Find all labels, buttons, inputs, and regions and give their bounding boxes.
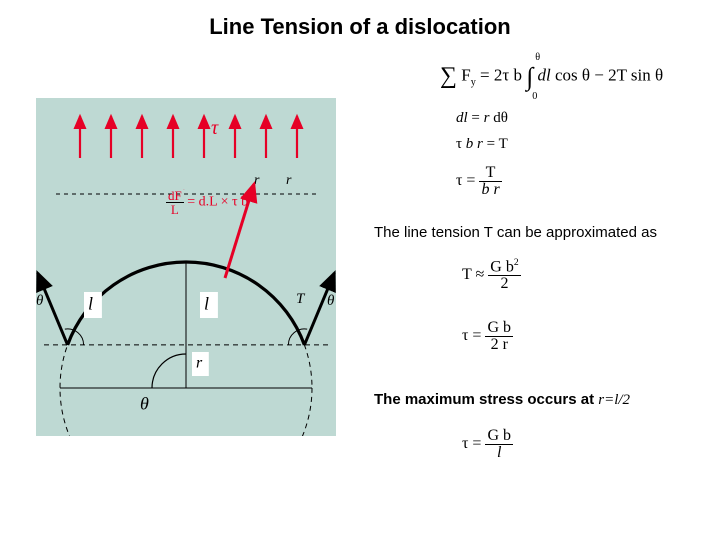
svg-text:r: r [286, 173, 292, 188]
svg-text:l: l [204, 293, 209, 313]
eq-dl: dl = r dθ [456, 110, 508, 127]
svg-text:r: r [196, 355, 203, 372]
page-title: Line Tension of a dislocation [0, 14, 720, 40]
svg-text:θ: θ [327, 293, 335, 309]
svg-text:l: l [88, 293, 93, 313]
eq-tbr: τ b r = T [456, 136, 508, 153]
diagram: τrrdF→L = d.L × τ bllrTθθθ [36, 98, 336, 436]
eq-sumFy: ∑ Fy = 2τ b θ∫0 dl cos θ − 2T sin θ [440, 62, 663, 92]
eq-tau-over-br: τ = Tb r [456, 165, 502, 198]
svg-text:θ: θ [36, 293, 44, 309]
eq-tau-Gb-2r: τ = G b2 r [462, 320, 513, 353]
eq-tau-Gb-l: τ = G bl [462, 428, 513, 461]
eq-T-approx: T ≈ G b22 [462, 258, 521, 292]
svg-text:θ: θ [140, 393, 149, 413]
svg-text:τ: τ [211, 117, 219, 139]
note-max: The maximum stress occurs at r=l/2 [374, 391, 630, 409]
note-approx: The line tension T can be approximated a… [374, 224, 657, 241]
